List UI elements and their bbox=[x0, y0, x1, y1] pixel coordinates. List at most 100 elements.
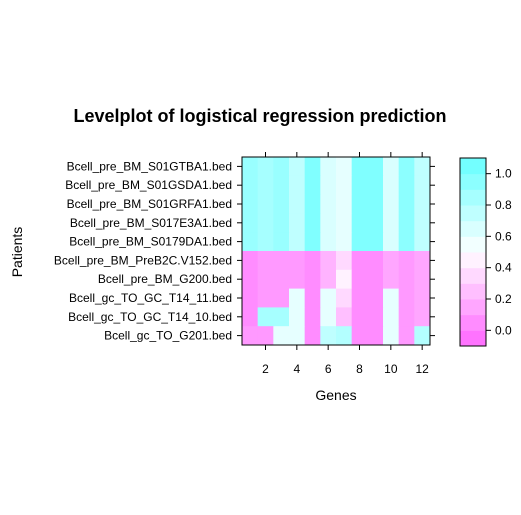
heatmap-cell bbox=[398, 194, 415, 214]
heatmap-cell bbox=[336, 251, 353, 271]
colorbar-frame bbox=[459, 157, 487, 347]
heatmap-cell bbox=[351, 232, 368, 252]
row-label: Bcell_pre_BM_G200.bed bbox=[98, 272, 232, 286]
heatmap-cell bbox=[320, 326, 337, 346]
heatmap-cell bbox=[289, 307, 306, 327]
colorbar-band bbox=[460, 252, 486, 269]
heatmap-cell bbox=[336, 213, 353, 233]
heatmap-cell bbox=[351, 251, 368, 271]
heatmap-cell bbox=[273, 326, 290, 346]
heatmap-cell bbox=[398, 288, 415, 308]
row-label: Bcell_gc_TO_GC_T14_10.bed bbox=[68, 310, 232, 324]
row-label: Bcell_pre_BM_S017E3A1.bed bbox=[70, 216, 232, 230]
heatmap-cell bbox=[336, 326, 353, 346]
heatmap-cell bbox=[336, 194, 353, 214]
colorbar-tick-label: 0.0 bbox=[495, 323, 512, 337]
heatmap-cell bbox=[257, 269, 274, 290]
heatmap-cell bbox=[257, 307, 274, 327]
colorbar-band bbox=[460, 220, 486, 237]
colorbar-band bbox=[460, 158, 486, 175]
heatmap-cell bbox=[383, 194, 400, 214]
heatmap-cell bbox=[336, 288, 353, 308]
x-tick-label: 4 bbox=[293, 362, 300, 376]
colorbar-tick-label: 0.6 bbox=[495, 229, 512, 243]
heatmap-cell bbox=[383, 269, 400, 290]
heatmap-cell bbox=[367, 269, 384, 290]
heatmap-cell bbox=[414, 232, 431, 252]
heatmap-cell bbox=[289, 269, 306, 290]
heatmap-cell bbox=[398, 326, 415, 346]
x-axis-ticks: 2 4 6 8 10 12 bbox=[262, 152, 429, 376]
colorbar-tick-label: 0.2 bbox=[495, 292, 512, 306]
heatmap-cell bbox=[398, 251, 415, 271]
heatmap-cell bbox=[383, 157, 400, 177]
heatmap-cell bbox=[289, 326, 306, 346]
heatmap-cell bbox=[257, 157, 274, 177]
row-labels: Bcell_pre_BM_S01GTBA1.bed Bcell_pre_BM_S0… bbox=[54, 159, 435, 343]
heatmap-cell bbox=[383, 213, 400, 233]
heatmap-cell bbox=[414, 157, 431, 177]
heatmap-cell bbox=[383, 307, 400, 327]
heatmap-cell bbox=[351, 269, 368, 290]
heatmap-cell bbox=[367, 175, 384, 196]
heatmap-cell bbox=[336, 307, 353, 327]
heatmap-cell bbox=[351, 307, 368, 327]
heatmap-cell bbox=[336, 232, 353, 252]
heatmap-cell bbox=[398, 175, 415, 196]
heatmap-cell bbox=[383, 288, 400, 308]
heatmap-cell bbox=[336, 157, 353, 177]
x-axis-title: Genes bbox=[315, 387, 356, 403]
heatmap-cell bbox=[414, 194, 431, 214]
heatmap-cell bbox=[414, 288, 431, 308]
colorbar-tick-label: 0.8 bbox=[495, 198, 512, 212]
heatmap-cell bbox=[289, 288, 306, 308]
heatmap-cell bbox=[242, 232, 259, 252]
heatmap-cell bbox=[257, 232, 274, 252]
heatmap-cell bbox=[351, 288, 368, 308]
colorbar-band bbox=[460, 205, 486, 222]
heatmap-cell bbox=[414, 175, 431, 196]
heatmap-cell bbox=[289, 251, 306, 271]
colorbar-band bbox=[460, 314, 486, 331]
heatmap-cell bbox=[304, 232, 321, 252]
heatmap-cell bbox=[242, 307, 259, 327]
heatmap-cell bbox=[242, 194, 259, 214]
heatmap-cell bbox=[273, 251, 290, 271]
heatmap-cell bbox=[414, 251, 431, 271]
heatmap-cell bbox=[320, 213, 337, 233]
heatmap-cell bbox=[320, 288, 337, 308]
x-tick-label: 6 bbox=[325, 362, 332, 376]
colorbar-band bbox=[460, 283, 486, 300]
heatmap-cell bbox=[414, 307, 431, 327]
heatmap-cell bbox=[398, 269, 415, 290]
colorbar-tick-label: 1.0 bbox=[495, 167, 512, 181]
heatmap-cell bbox=[367, 307, 384, 327]
heatmap-cell bbox=[351, 194, 368, 214]
heatmap-cell bbox=[257, 213, 274, 233]
heatmap-cell bbox=[320, 269, 337, 290]
heatmap-cell bbox=[383, 326, 400, 346]
heatmap-cell bbox=[320, 194, 337, 214]
heatmap-cell bbox=[320, 232, 337, 252]
colorbar-band bbox=[460, 173, 486, 190]
plot-frame bbox=[241, 156, 431, 346]
heatmap-cell bbox=[289, 232, 306, 252]
heatmap-cell bbox=[242, 251, 259, 271]
heatmap-cell bbox=[398, 157, 415, 177]
heatmap-cell bbox=[273, 307, 290, 327]
heatmap-cell bbox=[257, 288, 274, 308]
colorbar-tick-label: 0.4 bbox=[495, 261, 512, 275]
heatmap-cell bbox=[351, 326, 368, 346]
heatmap-cell bbox=[304, 157, 321, 177]
heatmap-cell bbox=[257, 251, 274, 271]
heatmap-cell bbox=[320, 307, 337, 327]
heatmap-cell bbox=[242, 175, 259, 196]
heatmap-cell bbox=[398, 307, 415, 327]
heatmap-cell bbox=[257, 175, 274, 196]
heatmap-cell bbox=[383, 175, 400, 196]
heatmap-cell bbox=[304, 251, 321, 271]
colorbar-band bbox=[460, 299, 486, 316]
row-label: Bcell_pre_BM_S01GRFA1.bed bbox=[67, 197, 232, 211]
heatmap-cell bbox=[367, 157, 384, 177]
row-label: Bcell_gc_TO_GC_T14_11.bed bbox=[69, 291, 232, 305]
